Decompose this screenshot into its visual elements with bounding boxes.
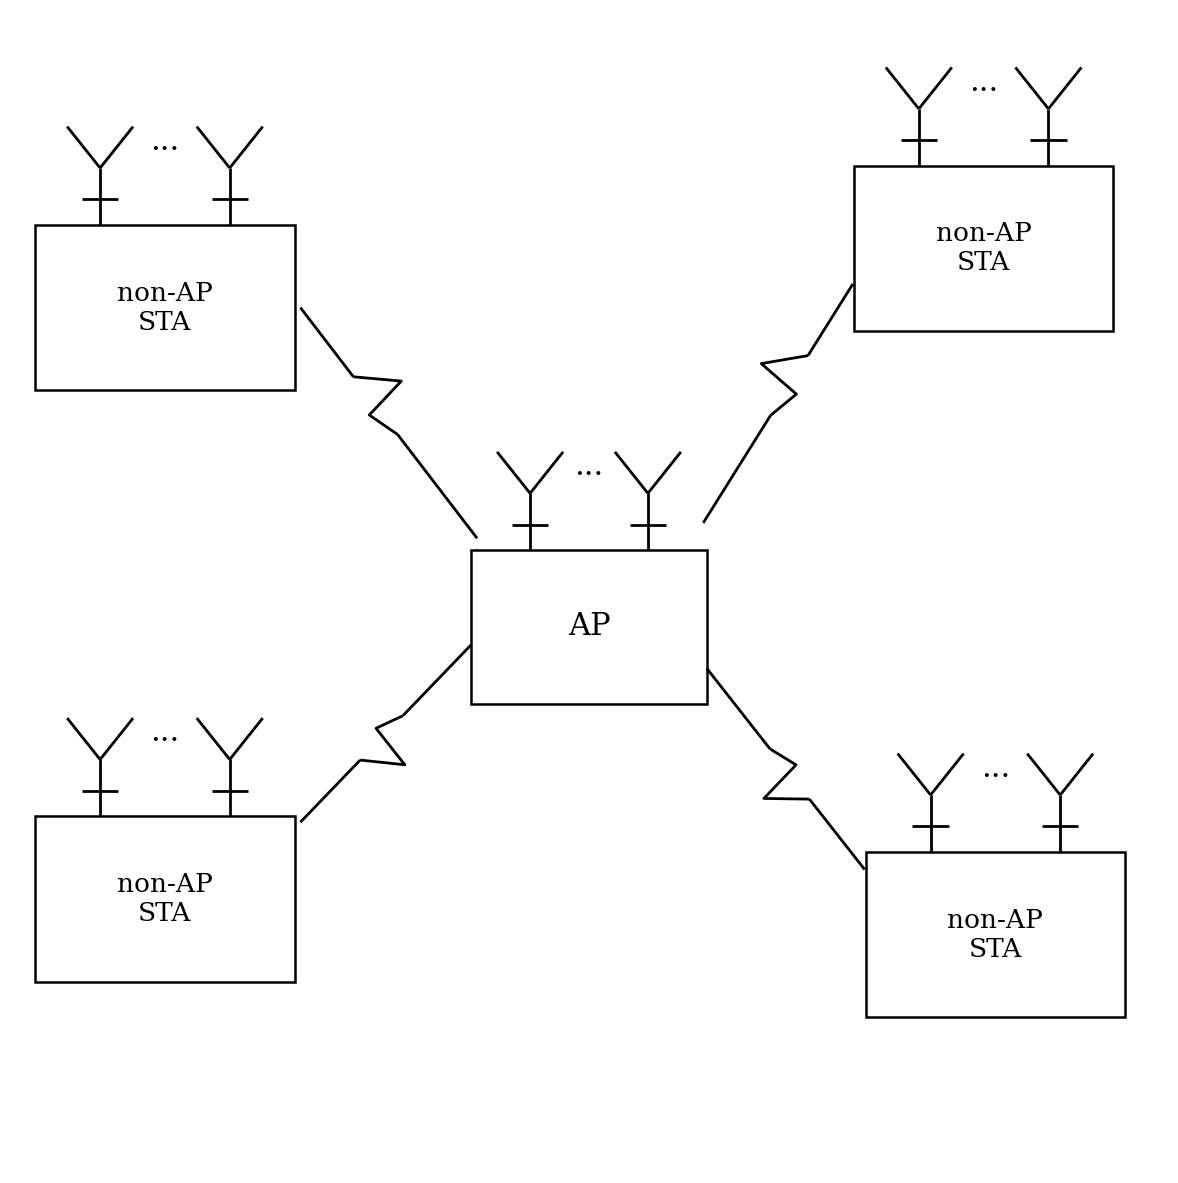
Bar: [854, 166, 1113, 331]
Text: non-AP
STA: non-AP STA: [117, 280, 213, 335]
Bar: [35, 816, 294, 982]
Text: ...: ...: [981, 752, 1010, 784]
Text: ...: ...: [151, 717, 179, 749]
Text: ...: ...: [151, 125, 179, 157]
Bar: [471, 550, 707, 704]
Text: non-AP
STA: non-AP STA: [117, 872, 213, 926]
Bar: [35, 225, 294, 390]
Text: AP: AP: [568, 612, 610, 642]
Text: non-AP
STA: non-AP STA: [935, 221, 1032, 276]
Text: ...: ...: [575, 451, 603, 483]
Text: ...: ...: [969, 66, 998, 98]
Text: non-AP
STA: non-AP STA: [947, 907, 1044, 962]
Bar: [866, 852, 1125, 1017]
